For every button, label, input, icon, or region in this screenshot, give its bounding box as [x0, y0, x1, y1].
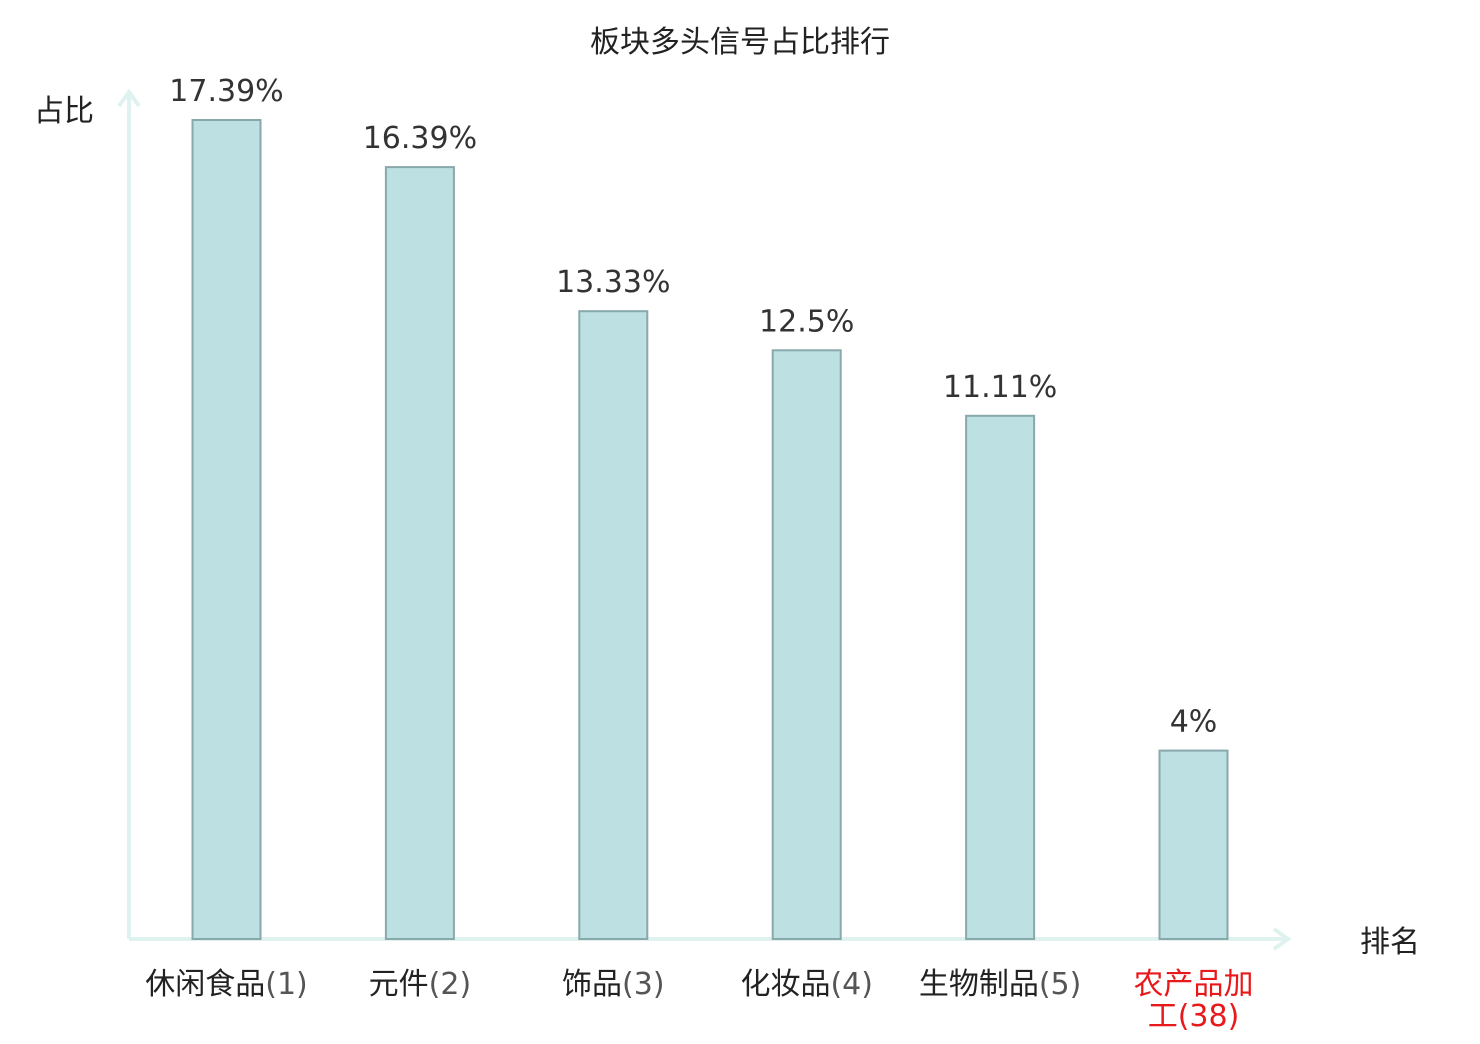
- x-tick-label: 工(38): [1148, 999, 1240, 1034]
- x-tick-label: 休闲食品(1): [145, 967, 308, 1002]
- value-labels-group: 17.39% 16.39% 13.33% 12.5% 11.11% 4%: [169, 74, 1217, 740]
- x-axis-label: 排名: [1360, 925, 1420, 960]
- value-label: 4%: [1170, 705, 1218, 740]
- category-label: 化妆品(4): [740, 967, 873, 1002]
- rank-label: (2): [429, 967, 472, 1002]
- category-label: 元件(2): [369, 967, 472, 1002]
- x-tick-label: 元件(2): [369, 967, 472, 1002]
- category-label: 生物制品(5): [919, 967, 1082, 1002]
- x-tick-label: 农产品加: [1134, 967, 1254, 1002]
- y-axis-label: 占比: [34, 94, 94, 129]
- category-label: 饰品(3): [562, 967, 665, 1002]
- value-label: 16.39%: [363, 121, 477, 156]
- chart-title: 板块多头信号占比排行: [590, 25, 890, 60]
- bars-group: [191, 119, 1229, 941]
- rank-label: (38): [1178, 999, 1240, 1034]
- value-label: 11.11%: [943, 370, 1057, 405]
- value-label: 13.33%: [556, 265, 670, 300]
- x-tick-label: 饰品(3): [562, 967, 665, 1002]
- y-axis-arrow: [117, 88, 141, 108]
- bar: [578, 310, 649, 940]
- bar: [771, 349, 842, 940]
- rank-label: (3): [622, 967, 665, 1002]
- x-tick-label: 生物制品(5): [919, 967, 1082, 1002]
- value-label: 12.5%: [759, 304, 854, 339]
- bar: [1158, 749, 1229, 940]
- bar: [965, 414, 1036, 940]
- category-label: 休闲食品(1): [145, 967, 308, 1002]
- bar: [191, 119, 262, 940]
- x-axis-arrow: [1272, 927, 1292, 951]
- value-label: 17.39%: [169, 74, 283, 109]
- bar: [384, 166, 455, 941]
- rank-label: (5): [1039, 967, 1082, 1002]
- rank-label: (4): [830, 967, 873, 1002]
- x-tick-label: 化妆品(4): [740, 967, 873, 1002]
- rank-label: (1): [265, 967, 308, 1002]
